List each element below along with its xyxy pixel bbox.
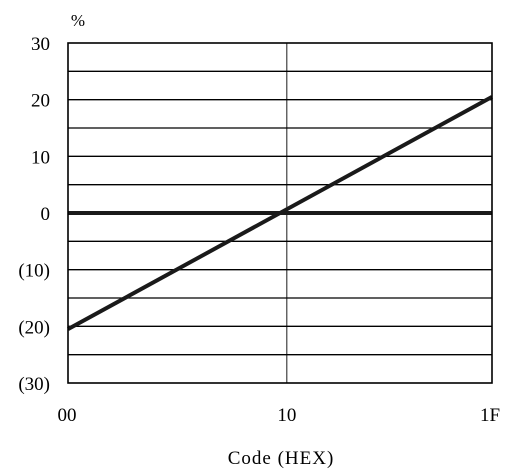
y-tick-label: (30)	[18, 374, 50, 395]
y-tick-label: 30	[31, 34, 50, 55]
x-tick-label: 10	[277, 405, 296, 426]
grid-lines	[68, 43, 492, 383]
plot-frame	[67, 42, 493, 384]
x-axis-label: Code (HEX)	[228, 448, 335, 469]
series-line	[67, 95, 493, 331]
x-tick-label: 1F	[480, 405, 500, 426]
y-tick-label: 10	[31, 147, 50, 168]
y-tick-label: 20	[31, 91, 50, 112]
y-tick-label: (10)	[18, 261, 50, 282]
x-tick-labels: 00 10 1F	[58, 405, 501, 426]
y-tick-label: (20)	[18, 317, 50, 338]
y-unit-label: %	[71, 11, 85, 30]
series-group	[67, 95, 493, 331]
y-tick-label: 0	[41, 204, 51, 225]
y-tick-labels: 30 20 10 0 (10) (20) (30)	[18, 34, 50, 395]
x-tick-label: 00	[58, 405, 77, 426]
